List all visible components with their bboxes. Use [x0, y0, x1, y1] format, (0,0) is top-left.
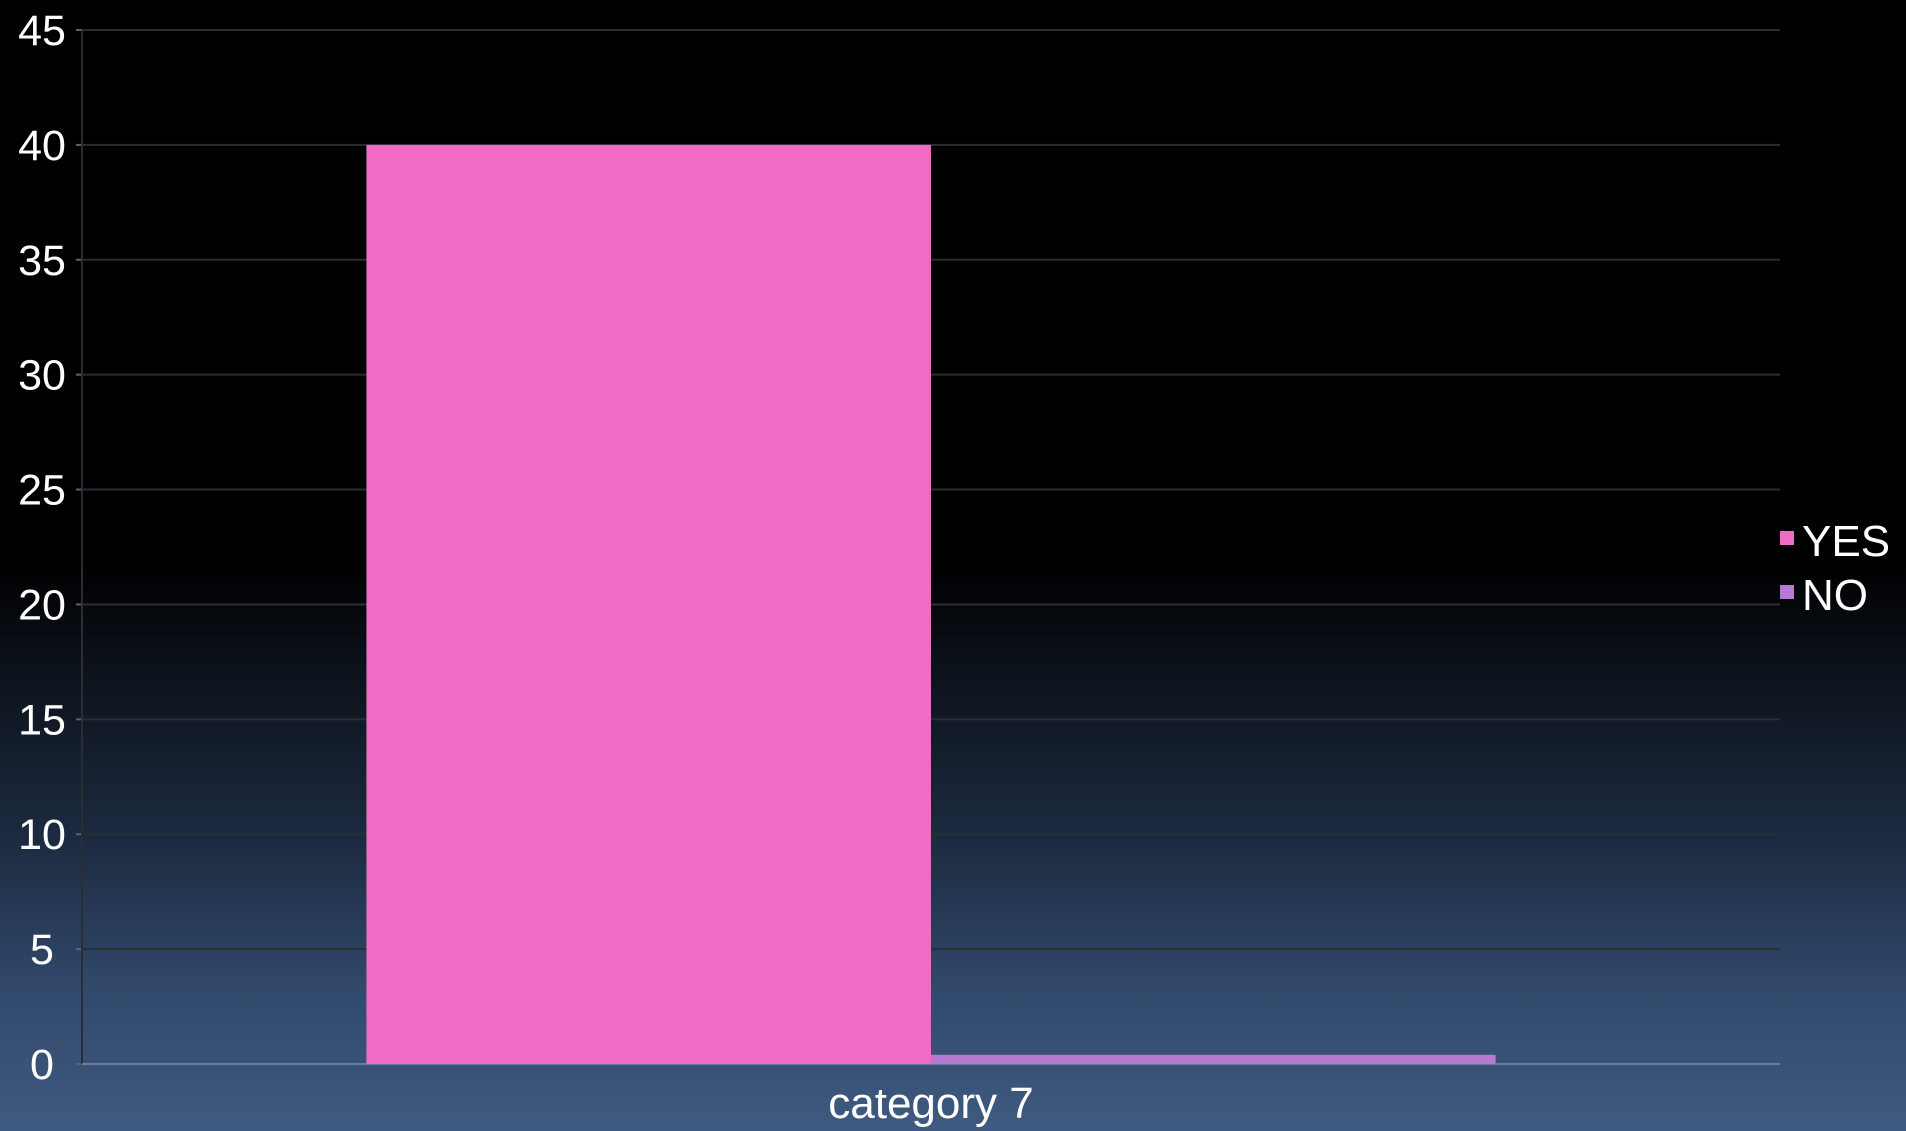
y-tick-label-10: 10 — [18, 811, 66, 859]
bars — [366, 144, 1496, 1064]
bar-no-1 — [931, 1054, 1496, 1064]
y-tick-label-35: 35 — [18, 237, 66, 285]
y-tick-label-20: 20 — [18, 581, 66, 629]
y-tick-label-5: 5 — [30, 926, 54, 974]
y-tick-label-15: 15 — [18, 696, 66, 744]
y-tick-label-25: 25 — [18, 467, 66, 515]
legend-label-no: NO — [1802, 571, 1868, 620]
y-tick-label-0: 0 — [30, 1041, 54, 1089]
x-category-label: category 7 — [828, 1079, 1033, 1128]
y-tick-label-30: 30 — [18, 352, 66, 400]
y-axis-tick-labels: 0 5 10 15 20 25 30 35 40 45 — [18, 7, 66, 1089]
legend-swatch-yes — [1780, 531, 1794, 545]
legend-swatch-no — [1780, 585, 1794, 599]
legend: YES NO — [1780, 517, 1890, 620]
legend-label-yes: YES — [1802, 517, 1890, 566]
y-tick-label-45: 45 — [18, 7, 66, 55]
bar-yes-1 — [366, 144, 931, 1064]
y-tick-label-40: 40 — [18, 122, 66, 170]
x-axis-category-labels: category 7 — [828, 1079, 1033, 1128]
